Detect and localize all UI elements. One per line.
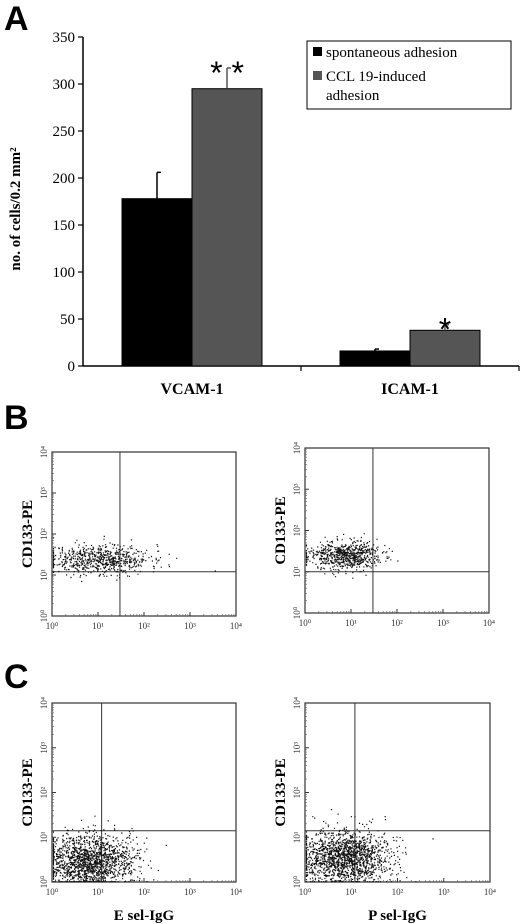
plot-frame: [51, 451, 237, 617]
plot-frame: [304, 447, 490, 614]
y-tick-label: 10³: [39, 487, 49, 499]
x-tick-label: 10⁴: [484, 887, 496, 897]
y-tick-label: 10⁴: [39, 697, 49, 709]
bar-ccl19: [191, 88, 263, 367]
y-tick-label: 10¹: [292, 566, 302, 578]
x-tick-label: 10⁰: [299, 618, 312, 628]
x-tick-label: 10⁴: [230, 887, 242, 897]
x-tick-label: 10⁴: [230, 621, 242, 631]
x-tick-label: 10¹: [92, 887, 104, 897]
y-axis-label: CD133-PE: [273, 496, 289, 564]
y-axis-label: CD133-PE: [273, 758, 289, 826]
y-axis-label: CD133-PE: [20, 500, 36, 568]
y-tick-label: 10²: [39, 528, 49, 540]
legend-swatch-spontaneous: [313, 47, 322, 56]
legend-label-spontaneous: spontaneous adhesion: [326, 45, 458, 61]
y-tick-label: 10⁴: [39, 446, 49, 458]
y-axis-label: CD133-PE: [20, 758, 36, 826]
significance-marker: *: [439, 312, 451, 348]
y-tick-label: 10³: [39, 742, 49, 754]
x-tick-label: 10²: [391, 618, 403, 628]
y-tick-label: 300: [53, 77, 76, 93]
x-tick-label: 10⁰: [299, 887, 312, 897]
y-tick-label: 10³: [292, 742, 302, 754]
y-tick-label: 10¹: [39, 831, 49, 843]
y-tick-label: 10³: [292, 483, 302, 495]
y-tick-label: 10⁰: [39, 875, 49, 888]
x-tick-label: 10²: [138, 621, 150, 631]
x-tick-label: 10⁴: [483, 618, 495, 628]
y-tick-label: 250: [53, 124, 76, 140]
x-tick-label: VCAM-1: [160, 381, 223, 398]
x-tick-label: 10¹: [345, 887, 357, 897]
legend-label-ccl19-line2: adhesion: [326, 88, 380, 104]
event-dots: [52, 815, 167, 883]
x-tick-label: 10²: [392, 887, 404, 897]
bar-spontaneous: [121, 198, 193, 367]
y-tick-label: 0: [68, 359, 76, 375]
legend-swatch-ccl19: [313, 71, 322, 80]
legend-frame: [306, 40, 512, 110]
x-tick-label: 10³: [184, 621, 196, 631]
legend: spontaneous adhesion CCL 19-induced adhe…: [306, 40, 512, 110]
x-tick-label: 10²: [138, 887, 150, 897]
x-tick-label: 10⁰: [46, 621, 59, 631]
x-axis-label: P sel-IgG: [368, 908, 427, 924]
bar-spontaneous: [339, 350, 411, 367]
y-tick-label: 150: [53, 218, 76, 234]
event-dots: [305, 533, 399, 579]
plot-frame: [51, 702, 237, 883]
y-tick-label: 350: [53, 30, 76, 46]
y-tick-label: 10¹: [39, 569, 49, 581]
panel-letter-b: B: [4, 399, 29, 437]
panel-letter-a: A: [4, 0, 29, 38]
y-tick-label: 10²: [292, 786, 302, 798]
y-tick-label: 10⁰: [292, 875, 302, 888]
event-dots: [305, 809, 434, 883]
y-tick-label: 10⁰: [292, 606, 302, 619]
panel-letter-c: C: [4, 658, 29, 696]
x-tick-label: ICAM-1: [381, 381, 439, 398]
y-tick-label: 10²: [292, 524, 302, 536]
y-tick-label: 10¹: [292, 831, 302, 843]
y-tick-label: 10⁴: [292, 697, 302, 709]
x-tick-label: 10¹: [345, 618, 357, 628]
event-dots: [52, 535, 216, 583]
y-axis-label: no. of cells/0.2 mm²: [8, 147, 24, 271]
y-tick-label: 100: [53, 265, 76, 281]
y-tick-label: 10⁰: [39, 609, 49, 622]
x-axis-label: E sel-IgG: [114, 908, 175, 924]
y-tick-label: 50: [60, 312, 75, 328]
x-tick-label: 10¹: [92, 621, 104, 631]
legend-label-ccl19: CCL 19-induced: [326, 69, 426, 85]
x-tick-label: 10³: [438, 887, 450, 897]
x-tick-label: 10³: [437, 618, 449, 628]
x-tick-label: 10⁰: [46, 887, 59, 897]
significance-marker: * *: [210, 55, 244, 91]
bar-chart: no. of cells/0.2 mm² spontaneous adhesio…: [8, 30, 520, 398]
y-tick-label: 200: [53, 171, 76, 187]
y-tick-label: 10²: [39, 786, 49, 798]
y-tick-label: 10⁴: [292, 442, 302, 454]
x-tick-label: 10³: [184, 887, 196, 897]
